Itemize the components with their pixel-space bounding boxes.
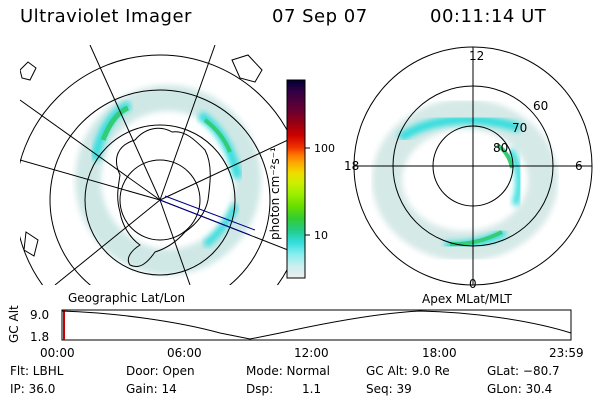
geographic-caption: Geographic Lat/Lon <box>68 291 185 305</box>
altitude-curve <box>61 310 572 340</box>
antarctica-coastline <box>116 127 211 267</box>
aurora-patch-lower <box>202 203 240 248</box>
door-info: Door: Open <box>126 364 195 378</box>
altitude-y-tick-high: 9.0 <box>30 308 49 322</box>
apex-aurora-top <box>397 115 522 142</box>
mlt-label-18: 18 <box>344 159 359 173</box>
x-tick-2359: 23:59 <box>549 346 584 360</box>
instrument-title: Ultraviolet Imager <box>20 6 192 27</box>
orbit-track-line-1 <box>159 199 251 236</box>
lat-label-80: 80 <box>493 141 508 155</box>
lat-label-60: 60 <box>533 99 548 113</box>
x-tick-1800: 18:00 <box>422 346 457 360</box>
filter-info: Flt: LBHL <box>10 364 64 378</box>
mlt-label-0: 0 <box>469 277 477 291</box>
gain-info: Gain: 14 <box>126 382 177 396</box>
x-tick-1200: 12:00 <box>294 346 329 360</box>
mlt-label-12: 12 <box>469 49 484 63</box>
dsp-value: 1.1 <box>302 382 322 396</box>
continent-outline-topleft <box>20 61 37 81</box>
gc-alt-info: GC Alt: 9.0 Re <box>366 364 450 378</box>
colorbar-tick-10: 10 <box>314 229 328 242</box>
altitude-y-tick-low: 1.8 <box>30 330 49 344</box>
altitude-y-label: GC Alt <box>7 305 21 343</box>
colorbar-unit-label: photon cm⁻²s⁻¹ <box>268 147 282 240</box>
ip-info: IP: 36.0 <box>10 382 56 396</box>
continent-outline-bottomleft <box>23 231 39 257</box>
glon-info: GLon: 30.4 <box>487 382 553 396</box>
lat-label-70: 70 <box>512 121 527 135</box>
orbit-track-line-2 <box>164 195 256 231</box>
glat-info: GLat: −80.7 <box>487 364 560 378</box>
x-tick-0600: 06:00 <box>167 346 202 360</box>
meridian-lines <box>20 45 288 285</box>
seq-info: Seq: 39 <box>366 382 412 396</box>
x-tick-0000: 00:00 <box>40 346 75 360</box>
colorbar-tick-100: 100 <box>314 142 335 155</box>
time-label: 00:11:14 UT <box>430 6 547 27</box>
mode-info: Mode: Normal <box>246 364 330 378</box>
aurora-patch-strong-right <box>203 118 232 153</box>
aurora-patch-strong-left <box>100 105 130 141</box>
date-label: 07 Sep 07 <box>272 6 368 27</box>
lat-circle-3 <box>49 89 271 285</box>
apex-caption: Apex MLat/MLT <box>422 292 512 306</box>
lat-circle-2 <box>84 124 236 276</box>
dsp-info: Dsp: <box>246 382 274 396</box>
apex-aurora-right <box>506 148 523 207</box>
mlt-label-6: 6 <box>575 159 583 173</box>
continent-outline-topright <box>231 54 263 83</box>
lat-circle-1 <box>119 159 201 241</box>
lat-circle-4 <box>20 54 288 285</box>
